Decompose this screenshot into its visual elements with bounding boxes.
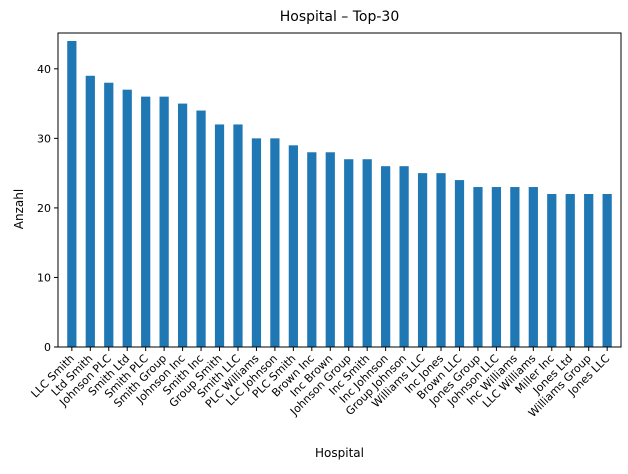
y-tick-label: 30 xyxy=(37,132,51,145)
y-axis: 0 10 20 30 40 xyxy=(37,63,58,354)
bar-johnson-plc xyxy=(104,82,114,347)
bar-inc-smith xyxy=(362,159,372,347)
bar-inc-williams xyxy=(510,187,520,347)
bar-inc-johnson xyxy=(381,166,391,347)
bars-layer xyxy=(67,41,612,348)
bar-inc-brown xyxy=(325,152,335,347)
y-tick-label: 40 xyxy=(37,63,51,76)
bar-johnson-group xyxy=(344,159,354,347)
bar-smith-group xyxy=(159,96,169,347)
bar-jones-llc xyxy=(602,194,612,347)
y-tick-label: 10 xyxy=(37,271,51,284)
bar-williams-llc xyxy=(417,173,428,347)
bar-inc-jones xyxy=(436,173,446,347)
bar-plc-smith xyxy=(288,145,298,347)
bar-smith-llc xyxy=(233,124,243,347)
y-axis-label: Anzahl xyxy=(12,189,26,229)
bar-jones-group xyxy=(473,187,483,347)
bar-brown-llc xyxy=(454,180,465,347)
bar-smith-ltd xyxy=(122,89,132,348)
bar-jones-ltd xyxy=(565,194,575,347)
bar-williams-group xyxy=(584,194,594,347)
bar-brown-inc xyxy=(307,152,317,347)
y-tick-label: 20 xyxy=(37,202,51,215)
bar-smith-plc xyxy=(141,96,151,347)
bar-llc-johnson xyxy=(270,138,280,347)
bar-llc-smith xyxy=(67,41,77,347)
bar-plc-williams xyxy=(251,138,262,347)
bar-ltd-smith xyxy=(85,75,95,348)
bar-smith-inc xyxy=(196,110,206,347)
chart-title: Hospital – Top-30 xyxy=(280,9,400,25)
bar-miller-inc xyxy=(547,194,557,347)
bar-group-smith xyxy=(214,124,225,347)
plot-frame xyxy=(57,32,622,348)
bar-johnson-inc xyxy=(177,103,188,347)
y-tick-label: 0 xyxy=(44,341,51,354)
bar-llc-williams xyxy=(528,187,538,347)
x-axis-label: Hospital xyxy=(315,446,364,460)
bar-johnson-llc xyxy=(491,187,502,347)
bar-group-johnson xyxy=(399,166,409,347)
